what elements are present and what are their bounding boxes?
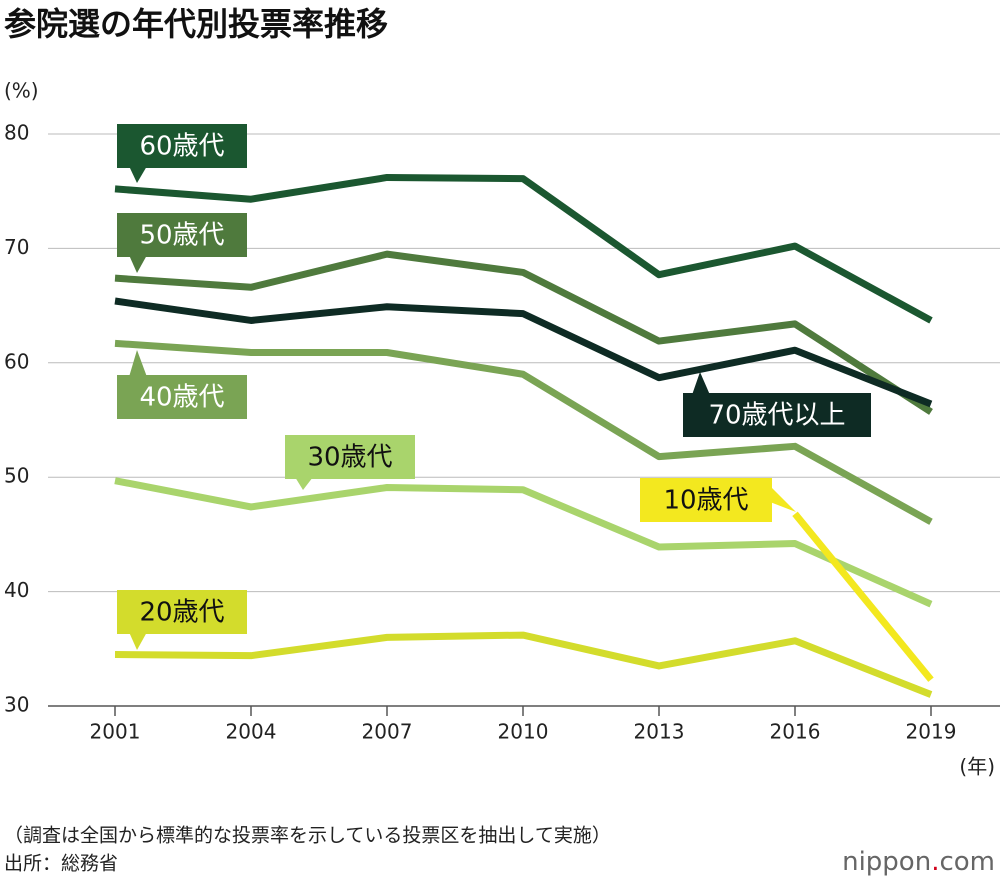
series-label: 30歳代 bbox=[285, 435, 415, 490]
label-pointer bbox=[770, 486, 796, 512]
legend-label: 30歳代 bbox=[307, 443, 392, 473]
legend-label: 70歳代以上 bbox=[708, 401, 845, 431]
label-box bbox=[117, 124, 247, 168]
y-tick-label: 50 bbox=[4, 464, 29, 488]
x-tick-label: 2010 bbox=[498, 720, 549, 744]
label-box bbox=[117, 213, 247, 257]
x-tick-label: 2019 bbox=[906, 720, 957, 744]
series-label: 60歳代 bbox=[117, 124, 247, 183]
y-tick-label: 80 bbox=[4, 121, 29, 145]
y-tick-label: 70 bbox=[4, 235, 29, 259]
legend-label: 20歳代 bbox=[139, 598, 224, 628]
x-tick-label: 2004 bbox=[226, 720, 277, 744]
label-box bbox=[117, 590, 247, 634]
series-line bbox=[114, 631, 933, 698]
y-tick-label: 40 bbox=[4, 578, 29, 602]
y-tick-label: 60 bbox=[4, 349, 29, 373]
series-label: 20歳代 bbox=[117, 590, 247, 650]
label-pointer bbox=[129, 255, 147, 273]
series-line bbox=[114, 250, 933, 415]
series-label: 10歳代 bbox=[640, 478, 796, 522]
series-label: 70歳代以上 bbox=[683, 372, 871, 437]
x-tick-label: 2007 bbox=[362, 720, 413, 744]
legend-label: 40歳代 bbox=[139, 383, 224, 413]
x-tick-label: 2016 bbox=[770, 720, 821, 744]
legend-label: 50歳代 bbox=[139, 221, 224, 251]
legend-label: 10歳代 bbox=[663, 486, 748, 516]
x-tick-label: 2013 bbox=[634, 720, 685, 744]
logo: nippon.com bbox=[842, 847, 995, 877]
label-box bbox=[640, 478, 772, 522]
series-line bbox=[114, 477, 933, 608]
label-pointer bbox=[692, 372, 710, 395]
label-pointer bbox=[129, 632, 147, 650]
chart-title: 参院選の年代別投票率推移 bbox=[4, 5, 388, 43]
label-pointer bbox=[129, 166, 147, 183]
label-box bbox=[117, 375, 247, 419]
label-pointer bbox=[295, 477, 313, 490]
series-label: 50歳代 bbox=[117, 213, 247, 273]
y-unit: (%) bbox=[4, 79, 39, 103]
series-label: 40歳代 bbox=[117, 350, 247, 419]
label-pointer bbox=[129, 350, 147, 377]
series-line bbox=[114, 297, 933, 408]
x-unit: (年) bbox=[959, 755, 995, 779]
series-line bbox=[114, 173, 933, 324]
logo-part: nippon bbox=[842, 847, 931, 877]
label-box bbox=[683, 393, 871, 437]
note: （調査は全国から標準的な投票率を示している投票区を抽出して実施） bbox=[4, 825, 611, 847]
logo-part: com bbox=[939, 847, 995, 877]
logo-dot: . bbox=[931, 847, 939, 877]
series-line bbox=[792, 511, 934, 682]
label-box bbox=[285, 435, 415, 479]
series-line bbox=[114, 339, 933, 525]
y-tick-label: 30 bbox=[4, 693, 29, 717]
x-tick-label: 2001 bbox=[90, 720, 141, 744]
source: 出所：総務省 bbox=[4, 853, 118, 875]
legend-label: 60歳代 bbox=[139, 132, 224, 162]
